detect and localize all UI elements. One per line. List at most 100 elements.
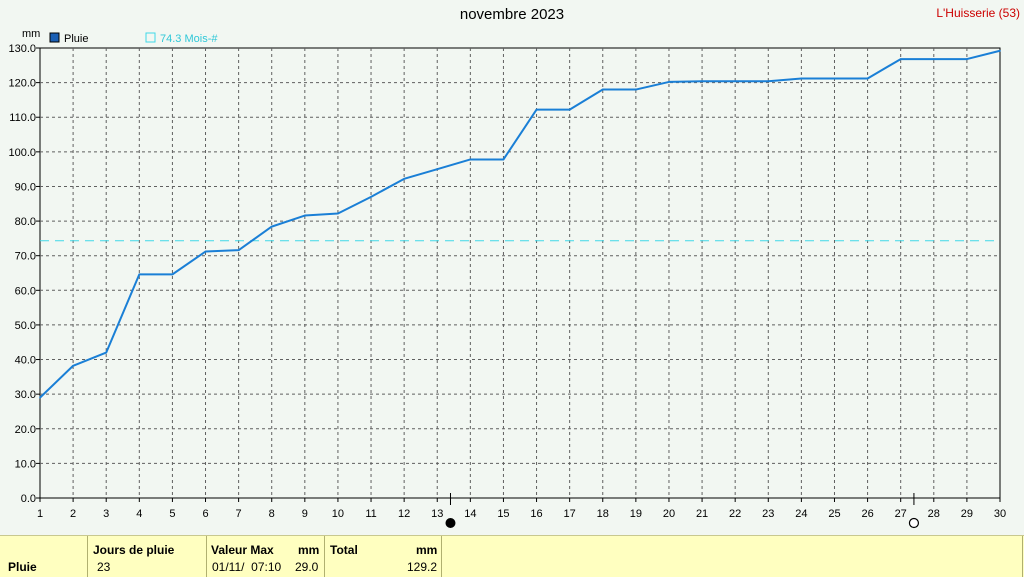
data-point: [502, 158, 505, 161]
x-tick-label: 26: [861, 508, 873, 520]
y-axis-unit: mm: [22, 28, 40, 40]
x-tick-label: 13: [431, 508, 443, 520]
total-unit: mm: [416, 543, 438, 557]
full-moon-icon: [445, 518, 456, 528]
data-point: [270, 225, 273, 228]
y-tick-label: 10.0: [15, 458, 36, 470]
x-tick-label: 30: [994, 508, 1006, 520]
y-tick-label: 0.0: [21, 493, 36, 505]
data-point: [237, 249, 240, 251]
new-moon-icon: [908, 517, 920, 529]
data-point: [668, 81, 670, 83]
data-point: [304, 214, 306, 217]
plot-frame: [39, 47, 1001, 499]
data-point: [72, 364, 74, 367]
summary-max-cell: Valeur Max mm 01/11/ 07:10 29.0: [207, 536, 325, 577]
x-tick-label: 17: [564, 508, 576, 520]
y-tick-label: 130.0: [8, 43, 36, 55]
data-point: [39, 396, 41, 399]
legend-ref-swatch: [145, 32, 156, 43]
data-point: [899, 58, 902, 60]
y-tick-label: 40.0: [15, 355, 36, 367]
series-line: [39, 49, 1001, 399]
data-point: [932, 58, 935, 60]
data-point: [171, 273, 174, 276]
x-tick-label: 20: [663, 508, 675, 520]
legend-ref-label: 74.3 Mois-#: [160, 33, 218, 45]
x-tick-label: 12: [398, 508, 410, 520]
x-tick-label: 28: [928, 508, 940, 520]
data-point: [370, 196, 372, 198]
y-axis-ticks: 0.0 10.0 20.0 30.0 40.0 50.0 60.0 70.0 80.0 90.0 1…: [8, 43, 40, 505]
legend: Pluie 74.3 Mois-#: [49, 32, 218, 45]
data-point: [800, 77, 803, 80]
data-point: [138, 273, 141, 276]
summary-total-cell: Total mm 129.2: [325, 536, 442, 577]
y-tick-label: 90.0: [15, 181, 36, 193]
y-tick-label: 100.0: [8, 147, 36, 159]
data-point: [436, 168, 439, 170]
data-point: [568, 108, 571, 111]
moon-markers: [445, 493, 920, 529]
rain-chart: 0.0 10.0 20.0 30.0 40.0 50.0 60.0 70.0 80.0 90.0 1…: [8, 28, 1006, 529]
y-tick-label: 50.0: [15, 320, 36, 332]
data-point: [403, 178, 405, 180]
max-unit: mm: [298, 543, 320, 557]
total-header: Total: [330, 543, 358, 557]
x-tick-label: 5: [169, 508, 175, 520]
x-tick-label: 15: [497, 508, 509, 520]
x-tick-label: 6: [202, 508, 208, 520]
x-tick-label: 4: [136, 508, 142, 520]
x-tick-label: 22: [729, 508, 741, 520]
data-point: [734, 80, 736, 83]
data-point: [635, 88, 637, 91]
x-tick-label: 3: [103, 508, 109, 520]
legend-series-label: Pluie: [64, 33, 88, 45]
x-tick-label: 1: [37, 508, 43, 520]
x-tick-label: 23: [762, 508, 774, 520]
y-tick-label: 70.0: [15, 251, 36, 263]
summary-days-cell: Jours de pluie 23: [88, 536, 207, 577]
station-name: L'Huisserie (53): [936, 6, 1020, 20]
summary-empty-cell: [442, 536, 1023, 577]
data-point: [105, 351, 108, 354]
data-point: [767, 80, 770, 83]
x-tick-label: 21: [696, 508, 708, 520]
data-point: [469, 158, 472, 161]
data-point: [337, 212, 339, 215]
days-value: 23: [97, 560, 111, 574]
series-group: [39, 49, 1001, 399]
x-tick-label: 14: [464, 508, 476, 520]
data-point: [204, 250, 207, 253]
chart-title: novembre 2023: [459, 6, 565, 23]
x-tick-label: 16: [530, 508, 542, 520]
summary-row-label: Pluie: [8, 560, 37, 574]
y-tick-label: 120.0: [8, 78, 36, 90]
data-point: [966, 58, 968, 60]
x-tick-label: 19: [630, 508, 642, 520]
x-axis-ticks: 1 2 3 4 5 6 7 8 9 10 11 12 13 14 15 16 17 18 19 20 21 22 23 24 2…: [37, 498, 1006, 520]
x-tick-label: 29: [961, 508, 973, 520]
y-tick-label: 80.0: [15, 216, 36, 228]
x-tick-label: 8: [269, 508, 275, 520]
total-value: 129.2: [407, 560, 438, 574]
summary-row-label-cell: Pluie: [0, 536, 88, 577]
data-point: [833, 77, 836, 80]
y-tick-label: 20.0: [15, 424, 36, 436]
x-tick-label: 25: [828, 508, 840, 520]
data-point: [701, 80, 703, 83]
data-point: [866, 77, 869, 80]
x-tick-label: 27: [895, 508, 907, 520]
x-tick-label: 24: [795, 508, 807, 520]
x-tick-label: 10: [332, 508, 344, 520]
y-tick-label: 110.0: [9, 112, 36, 124]
data-point: [999, 49, 1001, 52]
days-header: Jours de pluie: [93, 543, 175, 557]
x-tick-label: 9: [302, 508, 308, 520]
data-point: [601, 88, 604, 91]
x-tick-label: 11: [365, 508, 376, 520]
legend-series-swatch: [49, 32, 60, 43]
summary-table: Pluie Jours de pluie 23 Valeur Max mm 01…: [0, 535, 1024, 577]
y-tick-label: 60.0: [15, 285, 36, 297]
x-tick-label: 18: [597, 508, 609, 520]
